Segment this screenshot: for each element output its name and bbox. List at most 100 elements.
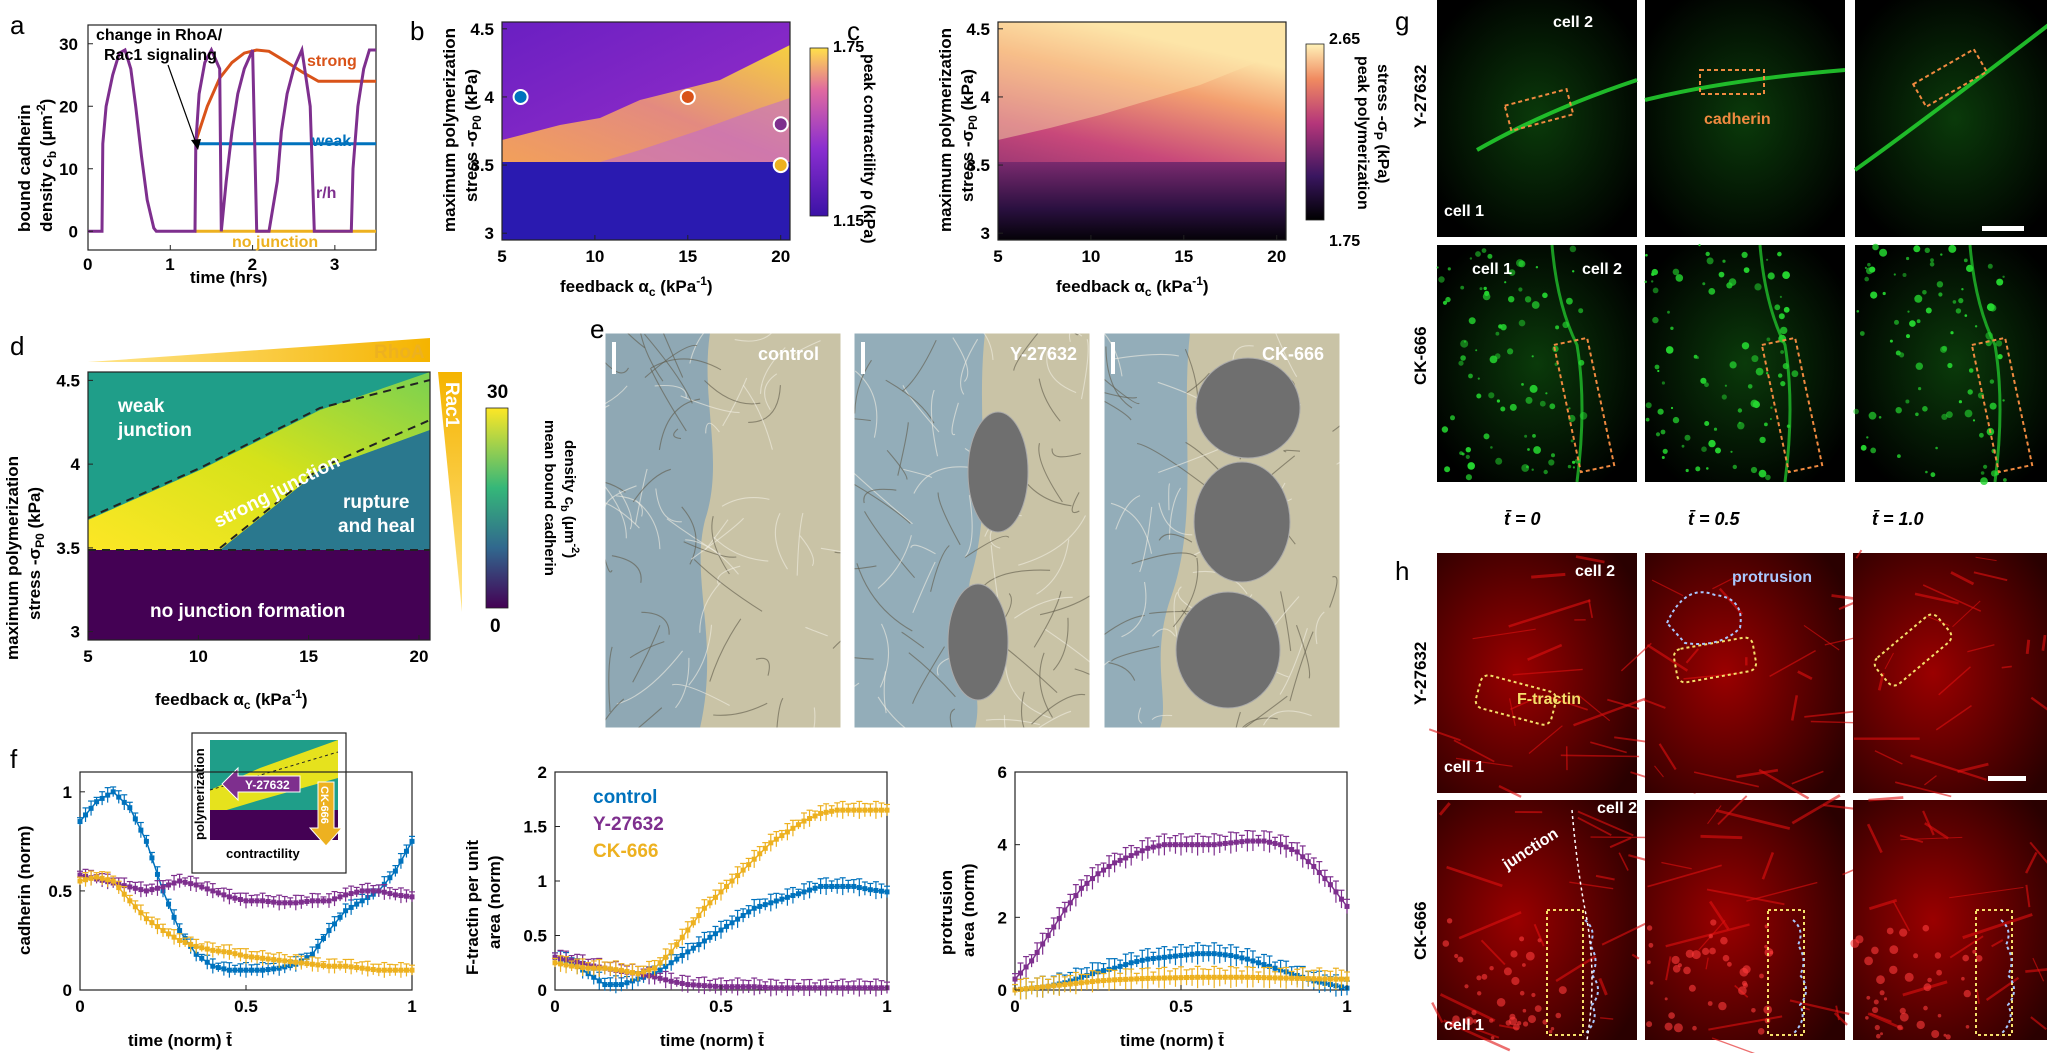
panel-e-fiber [705, 422, 720, 434]
panel-g-puncta [1518, 287, 1523, 292]
f3-point-ck666 [1167, 975, 1173, 981]
f2-point-ck666 [690, 920, 696, 926]
panel-h-fiber [1975, 556, 1997, 562]
panel-g-puncta [1715, 447, 1721, 454]
panel-e-fiber [1068, 333, 1083, 343]
panel-g-puncta [1915, 362, 1924, 370]
panel-g-row1-label: Y-27632 [1411, 65, 1430, 128]
panel-e-fiber [964, 535, 1010, 558]
f1-point-y27632 [343, 892, 349, 898]
panel-h-puncta [1683, 966, 1691, 975]
panel-f-legend-control: control [593, 787, 657, 808]
f1-point-control [276, 965, 282, 971]
panel-g-puncta [1941, 345, 1948, 352]
f2-point-ck666 [591, 965, 597, 971]
panel-d-ylabel: maximum polymerization stress -σP0 (kPa) [3, 456, 47, 660]
panel-e-fiber [854, 483, 911, 524]
panel-e-fiber [877, 696, 907, 728]
panel-h-puncta [1509, 1013, 1516, 1020]
f2-point-control [829, 883, 835, 889]
f2-point-ck666 [867, 807, 873, 813]
f2-point-ck666 [558, 961, 564, 967]
panel-f-inset-arrow-y27632 [221, 766, 301, 802]
f3-point-ck666 [1289, 975, 1295, 981]
panel-a-ytick-label: 10 [59, 160, 78, 179]
panel-c-ylabel-line1: maximum polymerization [936, 28, 955, 232]
panel-g-puncta [1685, 468, 1689, 473]
f2-point-ck666 [679, 934, 685, 940]
panel-e-fiber [717, 565, 741, 585]
panel-f-legend: control Y-27632 CK-666 [593, 787, 664, 862]
f2-point-y27632 [668, 978, 674, 984]
panel-d-xtick-label: 15 [299, 647, 318, 666]
panel-h-puncta [1962, 954, 1969, 962]
panel-h-fiber [1711, 1037, 1756, 1053]
panel-e-fiber [1152, 628, 1176, 637]
f2-point-ck666 [685, 927, 691, 933]
f3-point-ck666 [1145, 975, 1151, 981]
f3-point-y27632 [1067, 900, 1073, 906]
panel-h-fiber [1717, 795, 1748, 826]
f1-point-control [337, 914, 343, 920]
f2-point-control [735, 916, 741, 922]
f2-point-ck666 [795, 822, 801, 828]
f3-point-y27632 [1106, 863, 1112, 869]
f1-point-y27632 [254, 898, 260, 904]
panel-h-puncta [1743, 982, 1748, 988]
panel-f-inset: Y-27632 CK-666 polymerization contractil… [191, 732, 347, 874]
f3-point-y27632 [1294, 849, 1300, 855]
f1-point-y27632 [127, 884, 133, 890]
f2-point-ck666 [834, 807, 840, 813]
panel-h-fiber [1647, 864, 1722, 888]
panel-g-junction-line [1550, 244, 1584, 483]
f3-point-y27632 [1267, 839, 1273, 845]
panel-g-puncta [1529, 384, 1538, 393]
f2-point-control [823, 883, 829, 889]
f2-point-control [685, 949, 691, 955]
f1-point-ck666 [387, 967, 393, 973]
panel-g: Y-27632 CK-666 cell 2 cell 1 cadherin ce… [1411, 0, 2047, 529]
panel-h-fiber [1438, 802, 1451, 816]
panel-e-fiber [605, 385, 628, 405]
panel-g-puncta [1906, 256, 1910, 261]
f1-point-control [193, 951, 199, 957]
panel-b-marker-2 [772, 116, 789, 133]
f1-point-ck666 [132, 904, 138, 910]
f1-point-ck666 [354, 965, 360, 971]
panel-g-puncta [1866, 436, 1869, 439]
f3-point-ck666 [1172, 975, 1178, 981]
f3-point-y27632 [1078, 885, 1084, 891]
f1-point-control [127, 805, 133, 811]
f3-point-ck666 [1272, 975, 1278, 981]
f3-point-y27632 [1040, 941, 1046, 947]
f1-point-control [138, 827, 144, 833]
panel-a-xlabel: time (hrs) [190, 268, 267, 287]
f3-point-y27632 [1023, 964, 1029, 970]
panel-g-puncta [1961, 288, 1964, 291]
panel-g-puncta [1651, 268, 1659, 276]
panel-h-fiber [1575, 555, 1605, 564]
panel-h-fiber [1949, 935, 1984, 959]
panel-h-puncta [1889, 965, 1898, 975]
panel-e-fiber [742, 384, 773, 450]
panel-h-fiber [1973, 571, 2008, 582]
f1-point-y27632 [199, 884, 205, 890]
panel-h: Y-27632 CK-666 cell 2 cell 1 protrusion … [1411, 549, 2047, 1053]
panel-b-xtick-label: 10 [585, 247, 604, 266]
f3-point-ck666 [1211, 974, 1217, 980]
panel-h-puncta [1647, 960, 1651, 965]
panel-g-puncta [1532, 434, 1536, 438]
panel-h-fiber [1498, 785, 1522, 798]
panel-h-puncta [1476, 975, 1482, 981]
panel-e-fiber [644, 333, 693, 404]
panel-h-puncta [1490, 1036, 1495, 1040]
panel-h-fiber [1894, 781, 1952, 798]
f3-point-y27632 [1089, 876, 1095, 882]
panel-g-puncta [1504, 281, 1507, 284]
panel-e-fiber [877, 535, 912, 589]
f1-point-ck666 [166, 931, 172, 937]
f1-point-ck666 [409, 967, 415, 973]
panel-d-rac1-wedge [438, 372, 462, 612]
panel-g-puncta [1935, 446, 1938, 450]
